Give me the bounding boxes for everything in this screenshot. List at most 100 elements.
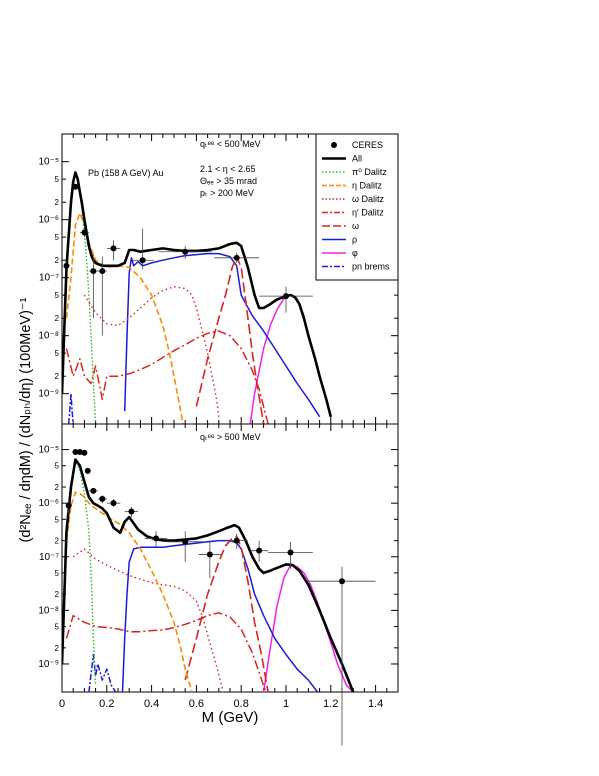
series-line-φ xyxy=(249,294,332,424)
legend-marker-point xyxy=(331,142,337,148)
series-line-η′-Dalitz xyxy=(65,612,267,692)
data-point xyxy=(233,537,240,544)
series-line-ρ xyxy=(121,539,318,692)
data-point xyxy=(256,547,263,554)
top-y-ticks: 10⁻⁹ 2 5 10⁻⁸ 2 5 10⁻⁷ 2 5 10⁻⁶ 2 5 10⁻⁵ xyxy=(38,134,399,424)
y-tick-label: 2 xyxy=(55,590,60,599)
legend: CERES All π⁰ Dalitz η Dalitz ω Dalitz η′ Dali… xyxy=(315,133,399,281)
data-point xyxy=(182,538,189,545)
data-point xyxy=(182,248,189,255)
series-line-All xyxy=(62,458,355,692)
series-line-π⁰-Dalitz xyxy=(62,460,97,686)
data-point xyxy=(81,229,88,236)
data-point xyxy=(233,254,240,261)
data-point xyxy=(153,535,160,542)
legend-label: pn brems xyxy=(352,262,390,272)
data-point xyxy=(139,257,146,264)
y-tick-label: 2 xyxy=(55,372,60,381)
x-tick-label: 0.2 xyxy=(99,698,114,710)
x-tick-label: 0.6 xyxy=(189,698,204,710)
data-point xyxy=(90,268,97,275)
y-tick-label: 5 xyxy=(55,233,60,242)
top-cut-pt: pₜ > 200 MeV xyxy=(200,188,254,198)
data-point xyxy=(128,508,135,515)
y-tick-label: 5 xyxy=(55,175,60,184)
x-tick-label: 1.2 xyxy=(323,698,338,710)
y-tick-label: 10⁻⁷ xyxy=(39,552,59,563)
y-tick-label: 10⁻⁹ xyxy=(38,389,59,400)
y-tick-label: 5 xyxy=(55,515,60,524)
legend-label: η Dalitz xyxy=(352,181,383,191)
legend-label: π⁰ Dalitz xyxy=(352,167,387,177)
series-line-η-Dalitz xyxy=(65,491,193,692)
data-point xyxy=(339,578,345,585)
top-system-label: Pb (158 A GeV) Au xyxy=(88,168,164,178)
y-tick-label: 2 xyxy=(55,198,60,207)
bottom-panel: 10⁻⁹ 2 5 10⁻⁸ 2 5 10⁻⁷ 2 5 10⁻⁶ 2 5 10⁻⁵ 0 0.2 0.4 0.6 0… xyxy=(38,423,399,746)
y-tick-label: 5 xyxy=(55,291,60,300)
data-point xyxy=(63,262,70,269)
x-axis-label: M (GeV) xyxy=(202,709,259,726)
data-point xyxy=(110,245,117,252)
data-point xyxy=(65,502,72,509)
y-tick-label: 10⁻⁵ xyxy=(38,157,59,168)
data-point xyxy=(110,500,117,507)
top-cut-theta: Θₑₑ > 35 mrad xyxy=(200,176,257,186)
bottom-series xyxy=(62,458,355,692)
x-tick-label: 0.4 xyxy=(144,698,159,710)
bottom-plot-frame xyxy=(61,423,399,693)
series-line-φ xyxy=(262,564,354,692)
x-tick-label: 0.8 xyxy=(234,698,249,710)
series-line-pn-brems xyxy=(88,653,117,692)
series-line-π⁰-Dalitz xyxy=(62,172,97,424)
top-panel: 10⁻⁹ 2 5 10⁻⁸ 2 5 10⁻⁷ 2 5 10⁻⁶ 2 5 10⁻⁵ Pb (158 A G… xyxy=(38,133,399,425)
y-tick-label: 2 xyxy=(55,256,60,265)
series-line-η′-Dalitz xyxy=(65,330,269,424)
data-point xyxy=(283,293,289,300)
bottom-y-ticks: 10⁻⁹ 2 5 10⁻⁸ 2 5 10⁻⁷ 2 5 10⁻⁶ 2 5 10⁻⁵ xyxy=(38,445,398,670)
x-tick-label: 1 xyxy=(283,698,289,710)
y-tick-label: 2 xyxy=(55,483,60,492)
y-tick-label: 2 xyxy=(55,644,60,653)
y-tick-label: 10⁻⁸ xyxy=(38,605,59,616)
series-line-ρ xyxy=(123,252,321,418)
top-data-points xyxy=(63,183,313,336)
y-tick-label: 5 xyxy=(55,623,60,632)
data-point xyxy=(99,495,106,502)
y-tick-label: 10⁻⁹ xyxy=(38,659,59,670)
y-tick-label: 10⁻⁷ xyxy=(39,273,59,284)
series-line-ω xyxy=(184,535,269,692)
legend-label: ρ xyxy=(352,235,357,245)
legend-label: φ xyxy=(352,248,358,258)
data-point xyxy=(76,449,83,456)
y-tick-label: 5 xyxy=(55,462,60,471)
y-tick-label: 2 xyxy=(55,314,60,323)
y-tick-label: 10⁻⁶ xyxy=(38,498,59,509)
x-tick-label: 1.4 xyxy=(368,698,383,710)
y-tick-label: 10⁻⁵ xyxy=(38,445,59,456)
bottom-data-points xyxy=(65,449,376,746)
legend-label: CERES xyxy=(352,140,383,150)
y-tick-label: 10⁻⁶ xyxy=(38,215,59,226)
top-cut-eta: 2.1 < η < 2.65 xyxy=(200,164,256,174)
legend-label: ω Dalitz xyxy=(352,194,385,204)
bottom-cut-label: qₜᵉᵉ > 500 MeV xyxy=(200,432,261,442)
data-point xyxy=(72,183,79,190)
legend-label: ω xyxy=(352,221,359,231)
y-tick-label: 2 xyxy=(55,537,60,546)
legend-label: η′ Dalitz xyxy=(352,208,384,218)
y-tick-label: 5 xyxy=(55,349,60,358)
x-tick-label: 0 xyxy=(59,698,65,710)
data-point xyxy=(72,449,79,456)
y-axis-label: (d²Nₑₑ / dηdM) / (dNₚₕ/dη) (100MeV)⁻¹ xyxy=(18,297,34,542)
series-line-pn-brems xyxy=(67,392,74,424)
top-cut-label: qₜᵉᵉ < 500 MeV xyxy=(200,139,261,149)
data-point xyxy=(99,268,106,275)
y-tick-label: 5 xyxy=(55,569,60,578)
data-point xyxy=(287,549,294,556)
top-series xyxy=(62,171,333,424)
data-point xyxy=(81,449,88,456)
y-tick-label: 10⁻⁸ xyxy=(38,331,59,342)
data-point xyxy=(84,467,91,474)
data-point xyxy=(206,551,213,558)
